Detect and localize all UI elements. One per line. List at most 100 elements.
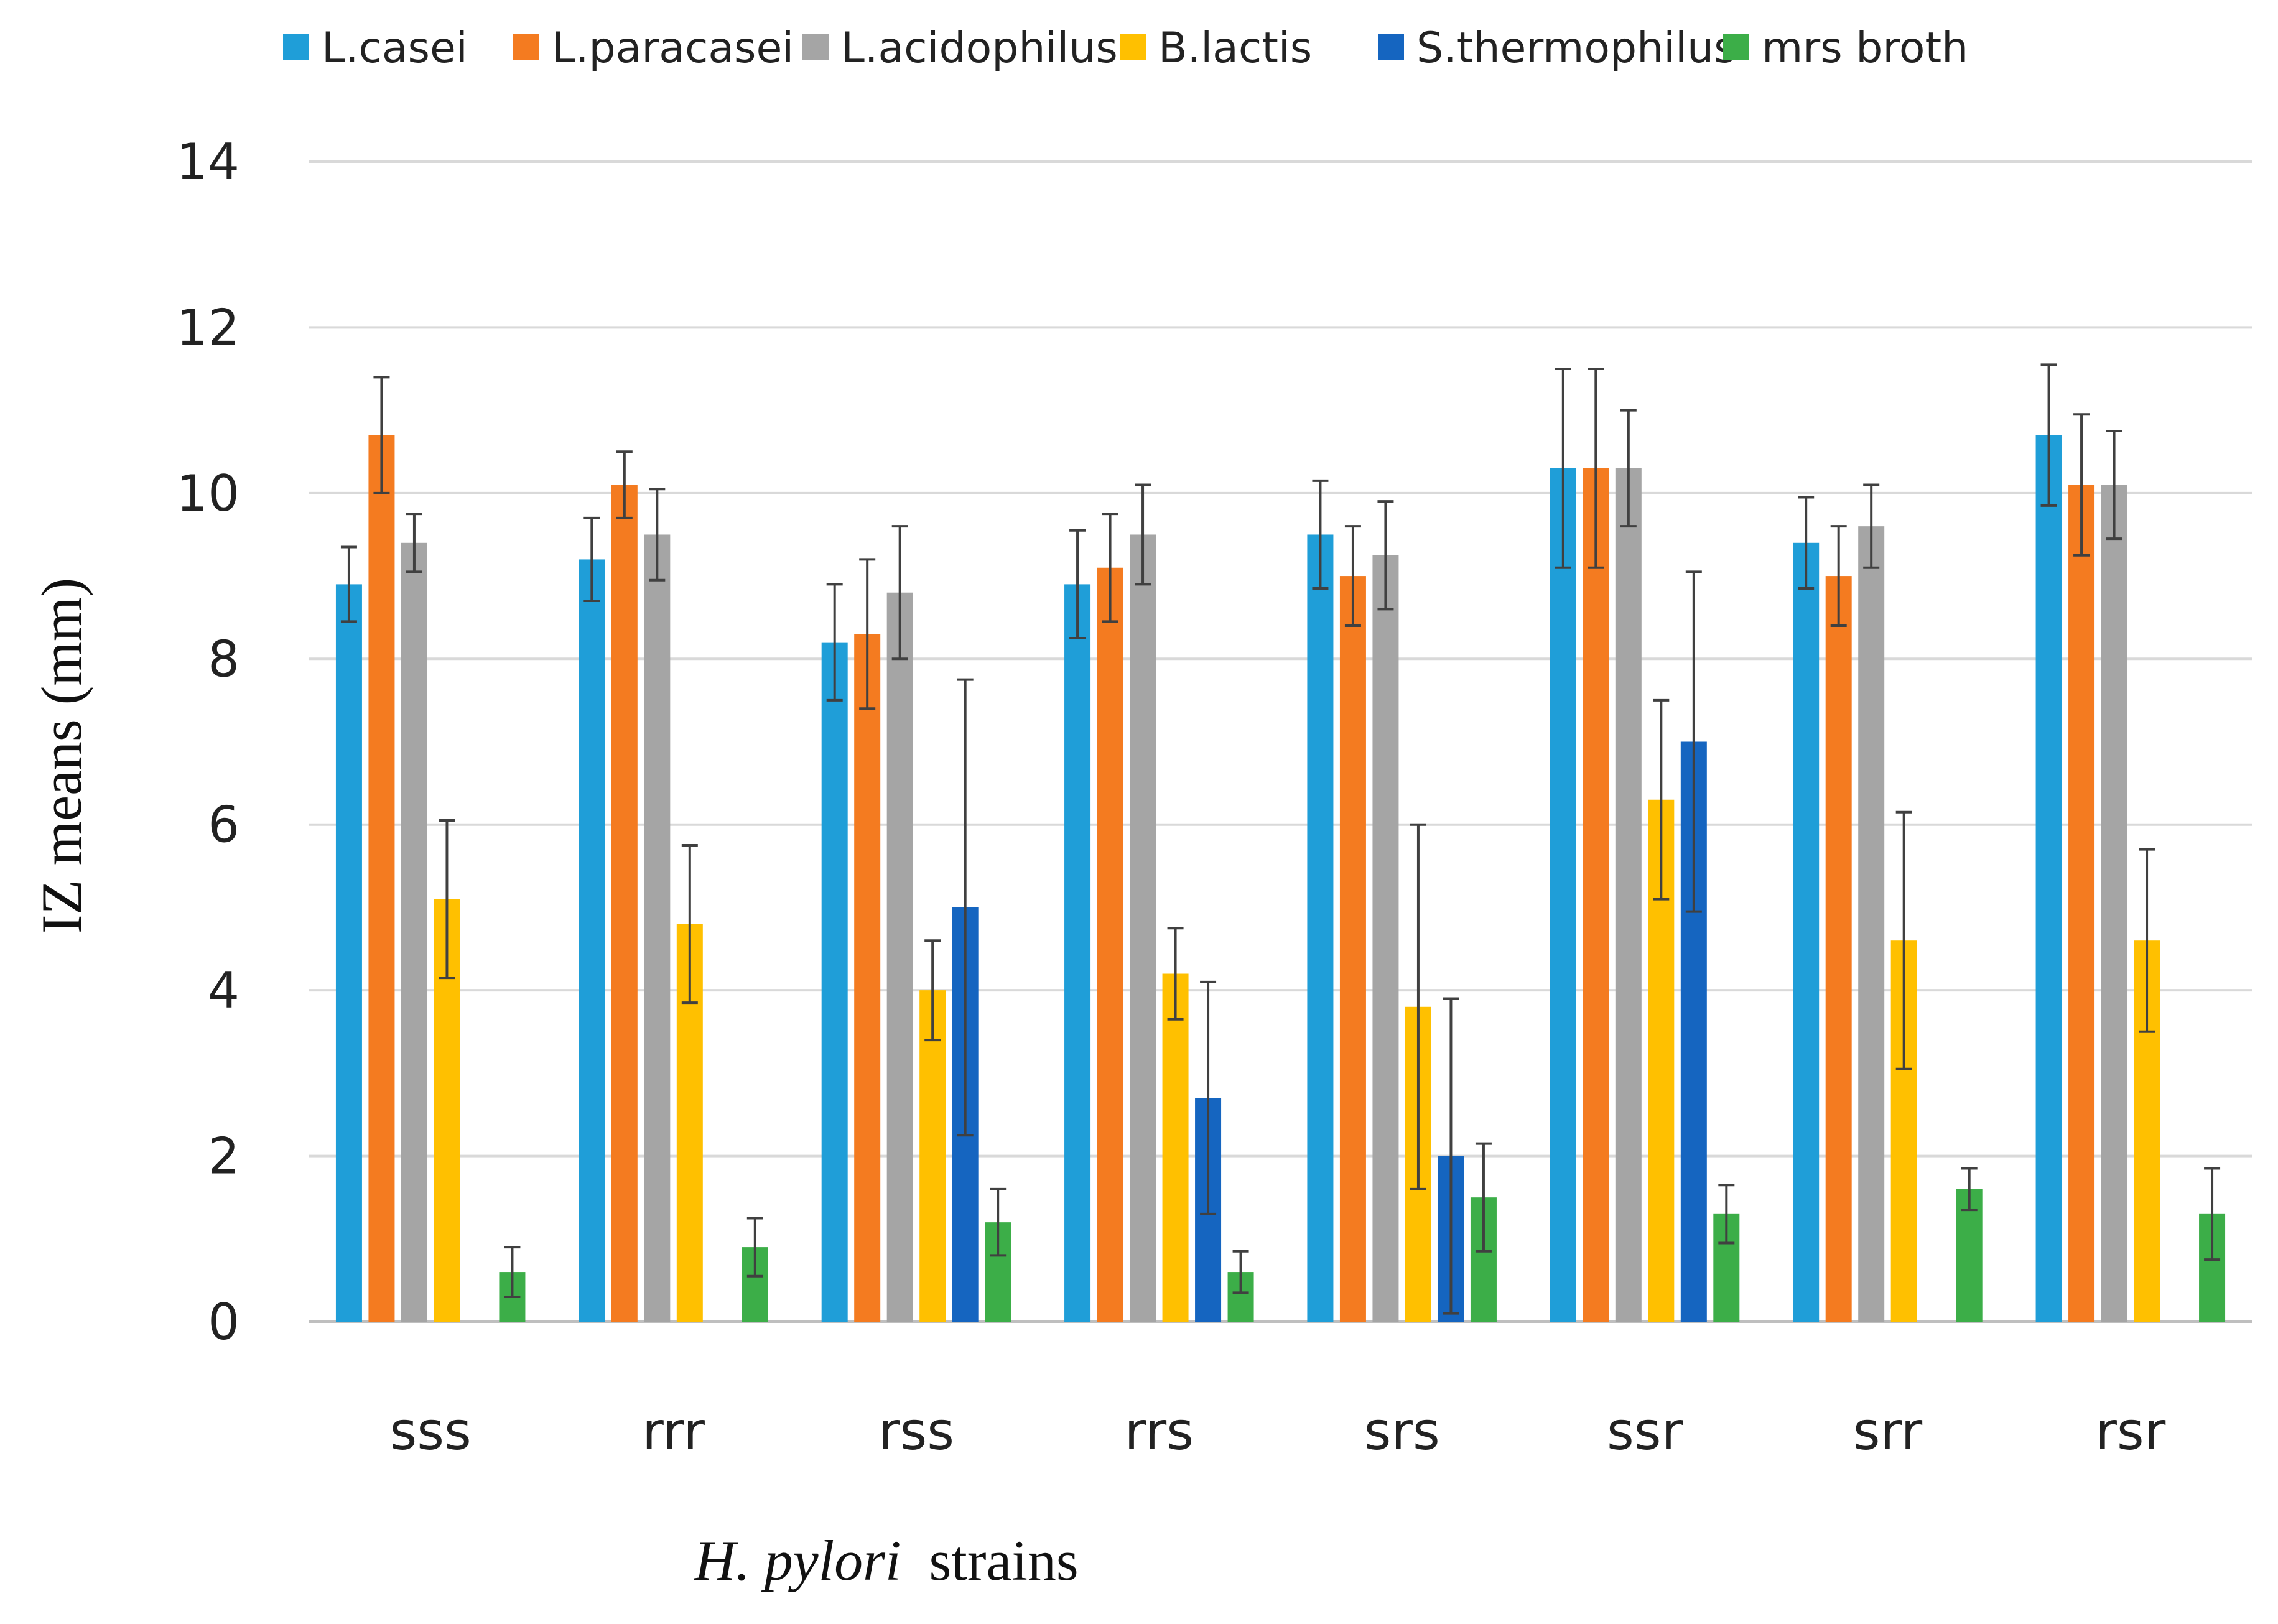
error-bar-rss-l-paracasei (859, 558, 876, 710)
bar-srr-mrs-broth (1956, 1189, 1983, 1322)
legend-swatch (1378, 34, 1404, 60)
bar-rrs-l-acidophilus (1130, 534, 1156, 1322)
legend-item-l-acidophilus: L.acidophilus (802, 24, 1118, 73)
bars-layer (335, 435, 2226, 1322)
error-bar-srs-mrs-broth (1475, 1142, 1492, 1253)
bar-rss-b-lactis (919, 990, 946, 1322)
bar-srs-l-paracasei (1339, 576, 1366, 1322)
y-tick-label: 12 (176, 299, 239, 356)
error-bar-rrs-l-paracasei (1102, 513, 1118, 623)
error-bar-rsr-mrs-broth (2204, 1167, 2221, 1261)
legend-label: L.paracasei (552, 24, 794, 73)
error-bar-rss-s-thermophilus (957, 678, 974, 1137)
error-bar-srr-l-paracasei (1830, 525, 1847, 627)
bar-rrr-l-paracasei (611, 485, 638, 1322)
y-tick-label: 0 (208, 1293, 239, 1351)
error-bar-srr-mrs-broth (1961, 1167, 1978, 1212)
y-tick-label: 6 (208, 796, 239, 854)
x-category-label: srs (1364, 1401, 1440, 1462)
error-bar-rsr-l-casei (2040, 363, 2057, 507)
error-bar-ssr-s-thermophilus (1685, 570, 1702, 913)
error-bar-ssr-l-casei (1555, 368, 1571, 569)
bar-srr-l-casei (1793, 542, 1820, 1322)
error-bar-rrr-l-acidophilus (649, 488, 666, 582)
error-bar-rrs-s-thermophilus (1200, 980, 1217, 1215)
error-bar-ssr-l-acidophilus (1620, 409, 1637, 528)
error-bar-rrs-mrs-broth (1232, 1250, 1249, 1294)
error-bar-sss-l-acidophilus (406, 513, 422, 573)
legend-label: S.thermophilus (1416, 24, 1736, 73)
bar-rrs-l-casei (1064, 584, 1091, 1322)
bar-srs-l-casei (1307, 534, 1334, 1322)
y-axis-title: IZ means (mm) (30, 578, 93, 934)
bar-rsr-l-acidophilus (2101, 485, 2127, 1322)
bar-rsr-l-paracasei (2068, 485, 2095, 1322)
x-category-label: rss (878, 1401, 954, 1462)
y-tick-label: 10 (176, 465, 239, 522)
legend-swatch (1120, 34, 1146, 60)
bar-rss-l-paracasei (854, 634, 881, 1322)
error-bar-rrr-mrs-broth (746, 1217, 763, 1278)
error-bar-sss-l-paracasei (373, 376, 390, 494)
error-bar-srr-b-lactis (1895, 810, 1912, 1070)
bar-rss-l-casei (821, 642, 848, 1322)
bar-srr-l-paracasei (1825, 576, 1852, 1322)
error-bar-rss-mrs-broth (990, 1187, 1007, 1257)
bar-srs-l-acidophilus (1372, 555, 1399, 1322)
x-axis-categories: sss rrr rss rrs srs ssr srr rsr (390, 1401, 2166, 1462)
error-bar-rrr-l-casei (583, 516, 600, 603)
legend-item-s-thermophilus: S.thermophilus (1378, 24, 1736, 73)
error-bar-rss-l-acidophilus (891, 525, 908, 661)
error-bars-layer (340, 363, 2221, 1315)
x-axis-title-rest: strains (929, 1529, 1079, 1592)
bar-rrs-l-paracasei (1097, 567, 1123, 1322)
error-bar-ssr-b-lactis (1653, 698, 1670, 901)
error-bar-rsr-b-lactis (2139, 848, 2155, 1033)
y-tick-label: 4 (208, 962, 239, 1019)
x-category-label: srr (1853, 1401, 1923, 1462)
error-bar-rrs-b-lactis (1167, 927, 1184, 1021)
legend-swatch (513, 34, 539, 60)
error-bar-srs-l-acidophilus (1377, 500, 1394, 611)
legend-swatch (1723, 34, 1749, 60)
chart-legend: L.casei L.paracasei L.acidophilus B.lactis S… (283, 24, 1968, 73)
x-category-label: sss (390, 1401, 472, 1462)
error-bar-sss-l-casei (340, 545, 357, 623)
bar-rsr-l-casei (2035, 435, 2062, 1322)
error-bar-rss-l-casei (826, 583, 843, 702)
x-axis-title-italic: H. pylori (694, 1529, 901, 1592)
legend-swatch (802, 34, 829, 60)
error-bar-rrs-l-casei (1069, 529, 1086, 639)
error-bar-rrs-l-acidophilus (1135, 483, 1151, 586)
bar-rrr-l-casei (579, 559, 605, 1322)
legend-item-mrs-broth: mrs broth (1723, 24, 1968, 73)
legend-label: mrs broth (1762, 24, 1968, 73)
legend-item-l-casei: L.casei (283, 24, 468, 73)
legend-label: L.acidophilus (841, 24, 1118, 73)
legend-swatch (283, 34, 309, 60)
bar-sss-l-paracasei (368, 435, 395, 1322)
bar-ssr-l-paracasei (1583, 468, 1609, 1322)
bar-ssr-l-casei (1550, 468, 1576, 1322)
x-axis-title: H. pylori strains (694, 1529, 1078, 1592)
error-bar-ssr-l-paracasei (1588, 368, 1604, 569)
y-tick-label: 8 (208, 630, 239, 688)
error-bar-sss-b-lactis (439, 819, 455, 980)
bar-rss-l-acidophilus (886, 592, 913, 1322)
bar-sss-l-acidophilus (401, 542, 427, 1322)
error-bar-srr-l-acidophilus (1863, 483, 1880, 569)
error-bar-rrr-b-lactis (681, 844, 698, 1005)
bar-rrs-b-lactis (1162, 973, 1189, 1322)
error-bar-srr-l-casei (1798, 496, 1815, 590)
error-bar-srs-b-lactis (1410, 823, 1426, 1190)
error-bar-ssr-mrs-broth (1718, 1184, 1735, 1245)
error-bar-rsr-l-acidophilus (2106, 429, 2122, 541)
bar-srr-l-acidophilus (1858, 526, 1885, 1322)
x-category-label: rsr (2095, 1401, 2165, 1462)
y-tick-label: 14 (176, 133, 239, 191)
y-axis-ticks: 0 2 4 6 8 10 12 14 (176, 133, 239, 1351)
legend-label: L.casei (322, 24, 468, 73)
legend-item-b-lactis: B.lactis (1120, 24, 1312, 73)
y-tick-label: 2 (208, 1128, 239, 1186)
